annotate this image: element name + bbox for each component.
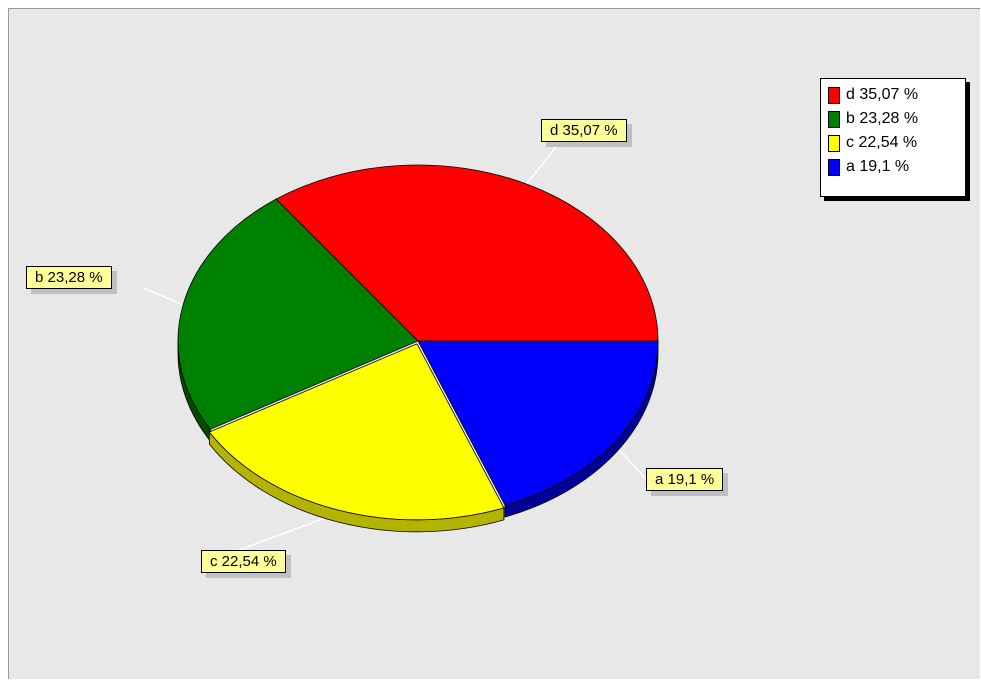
data-label-c: c 22,54 % [201, 550, 286, 573]
legend-label-d: d 35,07 % [846, 86, 919, 103]
pie-chart [143, 140, 659, 551]
legend-label-a: a 19,1 % [846, 158, 910, 175]
pie-slice-c [208, 343, 505, 521]
pie-slice-d [275, 164, 659, 342]
legend-swatch-a [828, 158, 840, 176]
legend-item-c: c 22,54 % [828, 131, 965, 155]
legend-item-a: a 19,1 % [828, 155, 965, 179]
legend-swatch-b [828, 110, 840, 128]
legend-label-c: c 22,54 % [846, 134, 918, 151]
chart-area: d 35,07 % b 23,28 % c 22,54 % a 19,1 % d… [8, 8, 980, 679]
data-label-d: d 35,07 % [541, 119, 627, 142]
legend-item-d: d 35,07 % [828, 83, 965, 107]
data-label-b: b 23,28 % [26, 266, 112, 289]
leader-lines [143, 140, 647, 551]
legend: d 35,07 % b 23,28 % c 22,54 % a 19,1 % [820, 78, 966, 197]
legend-swatch-c [828, 134, 840, 152]
data-label-a: a 19,1 % [646, 468, 724, 491]
leader-line-b [143, 287, 184, 306]
legend-swatch-d [828, 86, 840, 104]
leader-line-c [238, 512, 339, 551]
legend-label-b: b 23,28 % [846, 110, 919, 127]
pie-slice-b [177, 198, 419, 430]
leader-line-a [615, 445, 647, 480]
leader-line-d [525, 140, 562, 185]
pie-slice-a [417, 340, 659, 506]
pie-slices [177, 164, 659, 521]
legend-item-b: b 23,28 % [828, 107, 965, 131]
